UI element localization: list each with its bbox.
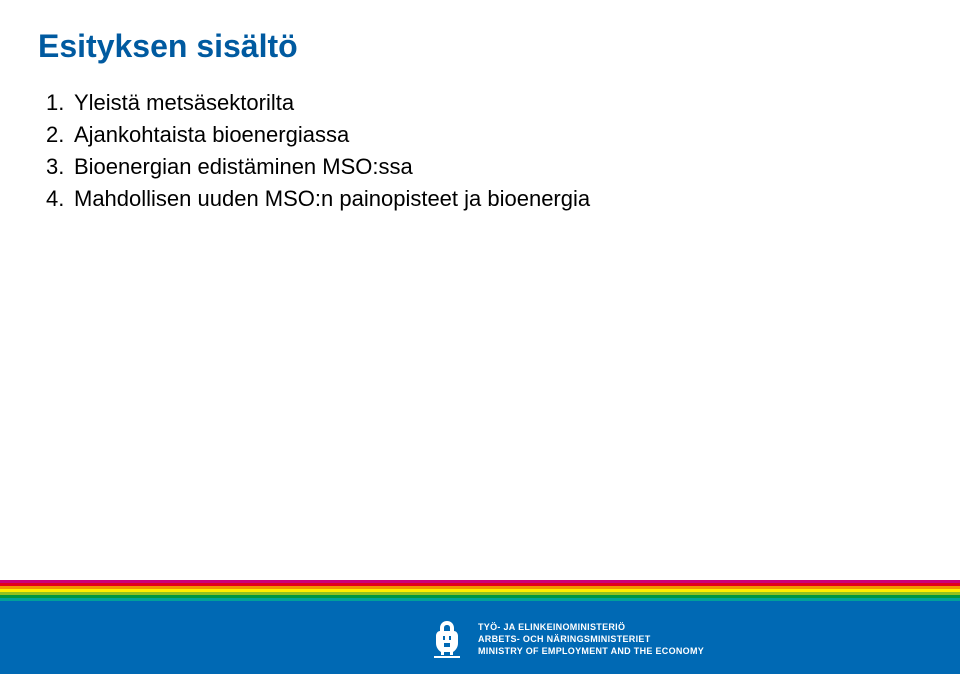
- ministry-line-fi: TYÖ- JA ELINKEINOMINISTERIÖ: [478, 621, 704, 633]
- item-text: Ajankohtaista bioenergiassa: [74, 119, 349, 151]
- ministry-line-en: MINISTRY OF EMPLOYMENT AND THE ECONOMY: [478, 645, 704, 657]
- content-list: 1. Yleistä metsäsektorilta 2. Ajankohtai…: [38, 87, 922, 215]
- ministry-logo: TYÖ- JA ELINKEINOMINISTERIÖ ARBETS- OCH …: [430, 619, 704, 659]
- list-item: 4. Mahdollisen uuden MSO:n painopisteet …: [46, 183, 922, 215]
- ministry-line-sv: ARBETS- OCH NÄRINGSMINISTERIET: [478, 633, 704, 645]
- slide-title: Esityksen sisältö: [38, 28, 922, 65]
- ministry-text: TYÖ- JA ELINKEINOMINISTERIÖ ARBETS- OCH …: [478, 621, 704, 657]
- footer-bar: TYÖ- JA ELINKEINOMINISTERIÖ ARBETS- OCH …: [0, 604, 960, 674]
- list-item: 3. Bioenergian edistäminen MSO:ssa: [46, 151, 922, 183]
- stripe-bar: [0, 580, 960, 604]
- lion-icon: [430, 619, 464, 659]
- item-number: 3.: [46, 151, 74, 183]
- item-number: 1.: [46, 87, 74, 119]
- list-item: 2. Ajankohtaista bioenergiassa: [46, 119, 922, 151]
- item-text: Mahdollisen uuden MSO:n painopisteet ja …: [74, 183, 590, 215]
- item-number: 4.: [46, 183, 74, 215]
- list-item: 1. Yleistä metsäsektorilta: [46, 87, 922, 119]
- item-text: Bioenergian edistäminen MSO:ssa: [74, 151, 413, 183]
- item-number: 2.: [46, 119, 74, 151]
- item-text: Yleistä metsäsektorilta: [74, 87, 294, 119]
